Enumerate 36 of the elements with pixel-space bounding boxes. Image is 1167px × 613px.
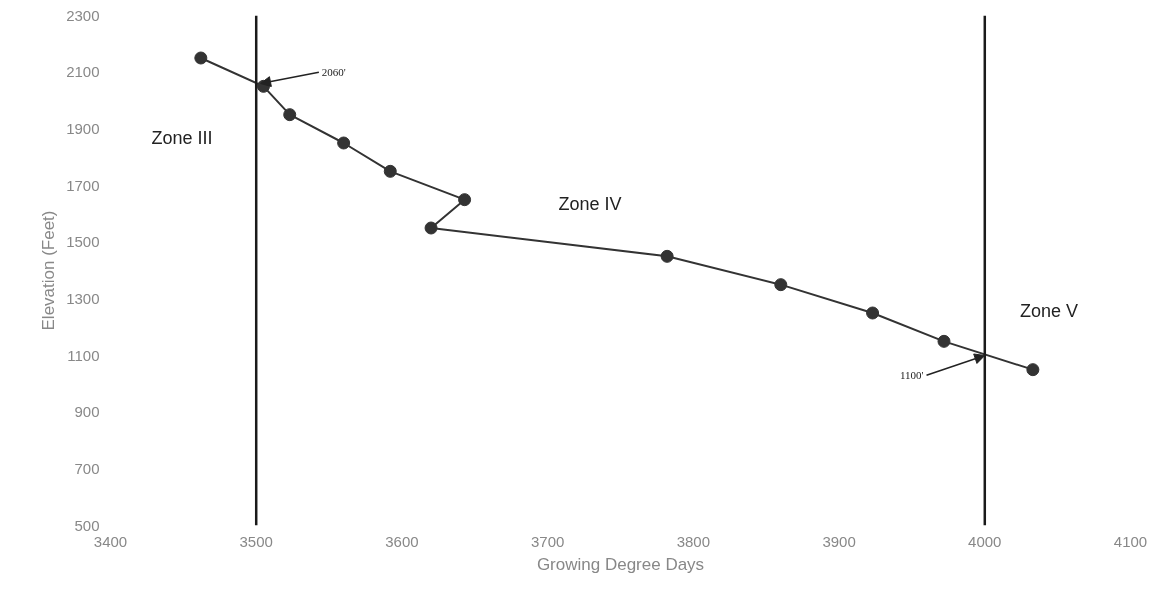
y-tick-label: 1100 bbox=[67, 346, 100, 364]
point bbox=[283, 108, 297, 122]
point bbox=[660, 249, 674, 263]
y-tick-label: 2300 bbox=[66, 6, 100, 24]
point bbox=[774, 278, 788, 292]
y-tick-label: 1900 bbox=[66, 119, 100, 137]
point bbox=[1026, 363, 1040, 377]
point bbox=[383, 164, 397, 178]
y-tick-label: 1700 bbox=[66, 176, 100, 194]
point bbox=[424, 221, 438, 235]
x-tick-label: 3800 bbox=[676, 532, 711, 550]
point bbox=[458, 193, 472, 207]
x-tick-label: 3900 bbox=[822, 532, 856, 550]
point bbox=[194, 51, 208, 65]
y-tick-label: 900 bbox=[74, 403, 100, 421]
y-tick-label: 1500 bbox=[66, 233, 100, 251]
x-tick-label: 3600 bbox=[385, 532, 419, 550]
annotation: 2060' bbox=[321, 66, 346, 79]
annotation: Zone III bbox=[151, 127, 213, 148]
annotation: 1100' bbox=[899, 369, 924, 382]
x-axis-title: Growing Degree Days bbox=[536, 554, 705, 574]
x-tick-label: 4000 bbox=[968, 532, 1002, 550]
point bbox=[337, 136, 351, 150]
annotation: Zone IV bbox=[558, 194, 622, 215]
y-tick-label: 700 bbox=[74, 459, 100, 477]
point bbox=[866, 306, 880, 320]
x-tick-label: 3500 bbox=[239, 532, 273, 550]
y-tick-label: 1300 bbox=[66, 289, 100, 307]
annotation: Zone V bbox=[1019, 301, 1078, 322]
y-tick-label: 500 bbox=[74, 516, 100, 534]
x-tick-label: 4100 bbox=[1113, 532, 1148, 550]
y-tick-label: 2100 bbox=[66, 63, 100, 81]
point bbox=[937, 334, 951, 348]
x-tick-label: 3400 bbox=[93, 532, 128, 550]
y-axis-title: Elevation (Feet) bbox=[39, 210, 59, 331]
x-tick-label: 3700 bbox=[530, 532, 565, 550]
